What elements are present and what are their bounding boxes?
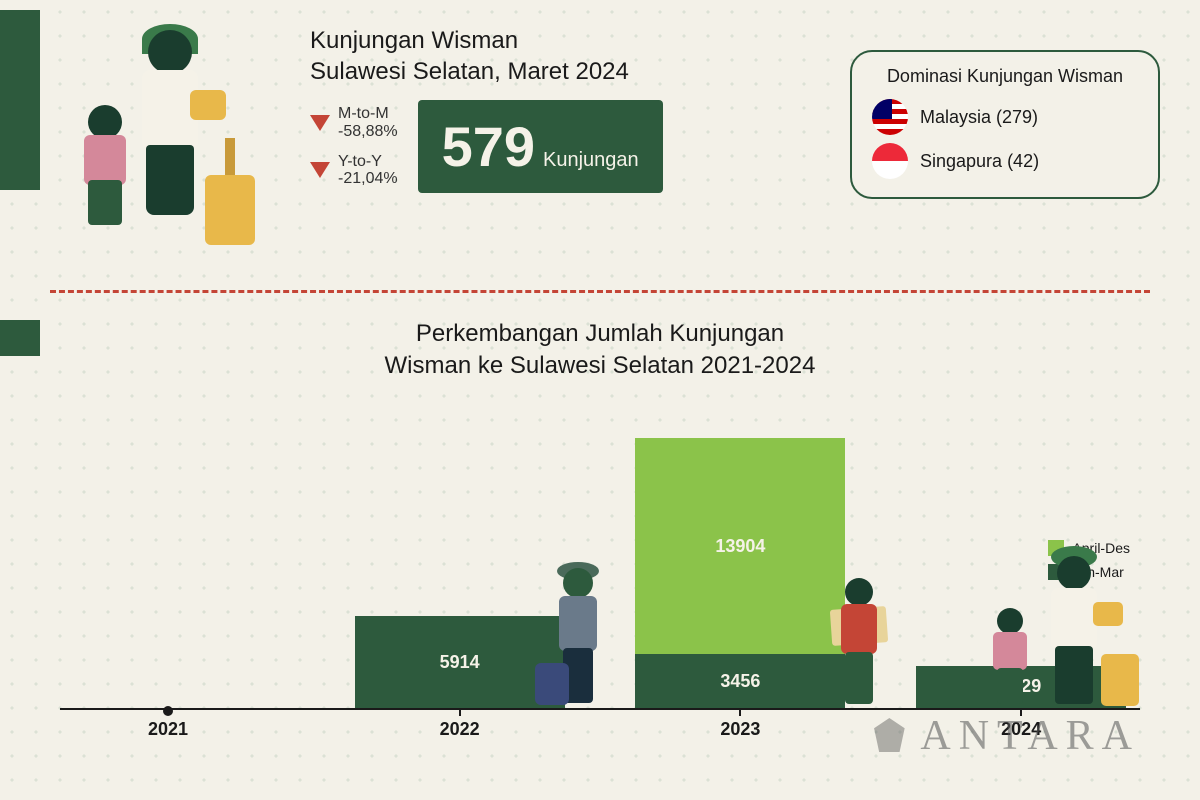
bar-value: 3456 bbox=[720, 671, 760, 692]
year-label: 2022 bbox=[440, 719, 480, 740]
mtm-metric: M-to-M -58,88% bbox=[310, 105, 398, 140]
bar-apr-des: 5914 bbox=[355, 616, 565, 708]
dominance-label-0: Malaysia (279) bbox=[920, 107, 1038, 128]
bar-value: 13904 bbox=[715, 536, 765, 557]
malaysia-flag-icon bbox=[872, 99, 908, 135]
bar-value: 5914 bbox=[440, 652, 480, 673]
dominance-item-malaysia: Malaysia (279) bbox=[872, 99, 1138, 135]
bar-jan-mar: 3456 bbox=[635, 654, 845, 708]
chart-title-line-2: Wisman ke Sulawesi Selatan 2021-2024 bbox=[0, 350, 1200, 382]
chart-area: April-Des Jan-Mar 2021202259142023345613… bbox=[60, 400, 1140, 740]
metrics-block: M-to-M -58,88% Y-to-Y -21,04% 579 Kunjun… bbox=[310, 100, 663, 193]
yty-value: -21,04% bbox=[338, 170, 398, 188]
year-label: 2021 bbox=[148, 719, 188, 740]
header-title: Kunjungan Wisman Sulawesi Selatan, Maret… bbox=[310, 25, 629, 87]
dominance-label-1: Singapura (42) bbox=[920, 151, 1039, 172]
singapore-flag-icon bbox=[872, 143, 908, 179]
tourist-illustration-2023 bbox=[829, 578, 889, 708]
mtm-label: M-to-M bbox=[338, 105, 398, 123]
dominance-item-singapore: Singapura (42) bbox=[872, 143, 1138, 179]
headline-unit: Kunjungan bbox=[543, 149, 639, 172]
down-triangle-icon bbox=[310, 162, 330, 178]
yty-label: Y-to-Y bbox=[338, 153, 398, 171]
section-divider bbox=[50, 290, 1150, 293]
bar-apr-des: 13904 bbox=[635, 438, 845, 654]
axis-tick bbox=[163, 706, 173, 716]
tourist-illustration-2022 bbox=[543, 568, 613, 708]
headline-number-box: 579 Kunjungan bbox=[418, 100, 663, 193]
x-axis bbox=[60, 708, 1140, 710]
title-line-1: Kunjungan Wisman bbox=[310, 25, 629, 56]
tourist-illustration-top bbox=[70, 20, 270, 260]
chart-title-line-1: Perkembangan Jumlah Kunjungan bbox=[0, 318, 1200, 350]
title-line-2: Sulawesi Selatan, Maret 2024 bbox=[310, 56, 629, 87]
down-triangle-icon bbox=[310, 115, 330, 131]
year-label: 2023 bbox=[720, 719, 760, 740]
dominance-title: Dominasi Kunjungan Wisman bbox=[872, 66, 1138, 87]
tourist-illustration-2024 bbox=[989, 538, 1139, 708]
yty-metric: Y-to-Y -21,04% bbox=[310, 153, 398, 188]
watermark: ANTARA bbox=[920, 712, 1140, 760]
dominance-box: Dominasi Kunjungan Wisman Malaysia (279)… bbox=[850, 50, 1160, 199]
top-section: Kunjungan Wisman Sulawesi Selatan, Maret… bbox=[0, 0, 1200, 290]
mtm-value: -58,88% bbox=[338, 123, 398, 141]
headline-number: 579 bbox=[442, 114, 535, 179]
chart-title: Perkembangan Jumlah Kunjungan Wisman ke … bbox=[0, 318, 1200, 383]
